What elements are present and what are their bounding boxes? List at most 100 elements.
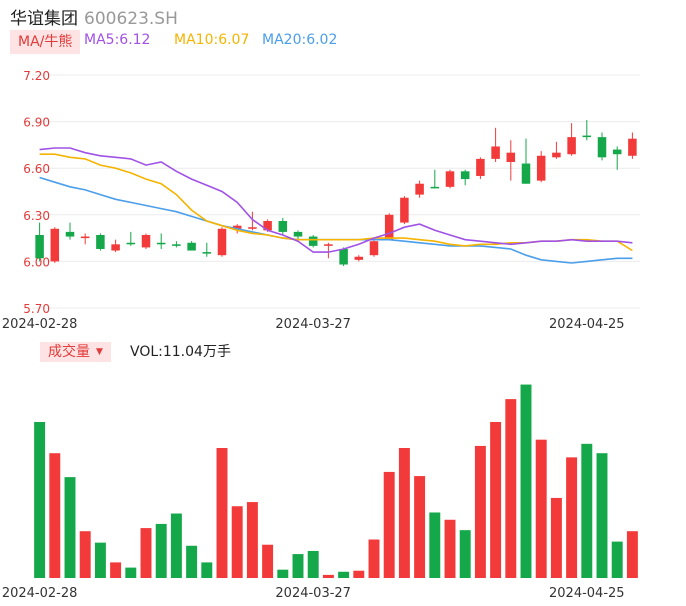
volume-bar xyxy=(566,457,578,578)
stock-code: 600623.SH xyxy=(84,9,178,29)
volume-bar xyxy=(201,562,213,578)
stock-title: 华谊集团 600623.SH xyxy=(10,4,178,29)
volume-bar xyxy=(277,569,289,578)
volume-date-label: 2024-02-28 xyxy=(2,586,78,601)
volume-bar xyxy=(170,513,182,578)
candle-body xyxy=(521,163,531,184)
volume-bar xyxy=(186,545,198,578)
volume-bar xyxy=(353,570,365,578)
candle-body xyxy=(308,236,318,246)
candle-body xyxy=(172,244,181,246)
caret-down-icon: ▼ xyxy=(96,347,103,357)
volume-bar xyxy=(490,422,502,578)
volume-bar xyxy=(307,550,319,578)
price-tick-label: 7.20 xyxy=(23,69,50,83)
volume-bar xyxy=(626,531,638,578)
stock-name: 华谊集团 xyxy=(10,9,78,29)
price-date-label: 2024-03-27 xyxy=(275,317,351,332)
volume-bar xyxy=(444,519,456,578)
volume-bar xyxy=(292,554,304,578)
ma5-line xyxy=(39,147,633,253)
volume-bar xyxy=(535,439,547,578)
price-tick-label: 6.30 xyxy=(23,209,50,223)
volume-bar xyxy=(79,531,91,578)
price-tick-label: 6.60 xyxy=(23,162,50,176)
volume-indicator-button[interactable]: 成交量 ▼ xyxy=(40,342,111,362)
candle-body xyxy=(354,256,364,260)
volume-bar xyxy=(596,453,608,578)
volume-bar xyxy=(581,443,593,578)
volume-bar xyxy=(414,476,426,578)
candle-body xyxy=(582,135,592,138)
candle-body xyxy=(567,137,576,155)
candle-body xyxy=(445,171,455,187)
candle-body xyxy=(278,221,288,232)
candle-body xyxy=(460,171,470,180)
volume-bar xyxy=(322,574,334,578)
volume-button-label: 成交量 xyxy=(48,344,90,360)
volume-bar xyxy=(110,562,122,578)
price-tick-label: 5.70 xyxy=(23,302,50,316)
volume-bar xyxy=(140,528,152,578)
volume-date-label: 2024-03-27 xyxy=(275,586,351,601)
candle-body xyxy=(491,146,500,159)
candle-body xyxy=(369,241,379,256)
volume-bar xyxy=(459,530,471,578)
candle-body xyxy=(232,225,242,229)
candle-body xyxy=(293,231,303,237)
volume-bar xyxy=(262,544,274,578)
candle-body xyxy=(400,197,409,223)
volume-bar xyxy=(246,502,258,578)
volume-bar xyxy=(216,448,228,578)
candle-body xyxy=(187,242,196,251)
candle-body xyxy=(111,244,120,251)
candle-body xyxy=(156,242,166,245)
volume-bar xyxy=(368,539,380,578)
candle-body xyxy=(552,152,561,158)
candle-body xyxy=(65,231,75,237)
candle-body xyxy=(141,234,151,248)
volume-bar xyxy=(474,445,486,578)
volume-bar xyxy=(520,384,532,578)
candle-body xyxy=(202,252,212,254)
volume-bar xyxy=(34,422,46,578)
volume-bar xyxy=(64,477,76,578)
candle-body xyxy=(50,228,60,262)
ma5-legend: MA5:6.12 xyxy=(84,32,151,48)
candle-body xyxy=(126,242,136,245)
candle-body xyxy=(415,183,424,195)
candle-body xyxy=(217,228,227,256)
candle-body xyxy=(80,236,90,239)
ma-toggle-button[interactable]: MA/牛熊 xyxy=(10,30,81,54)
candle-body xyxy=(612,149,622,155)
volume-readout: VOL:11.04万手 xyxy=(130,344,231,360)
volume-bar xyxy=(125,567,137,578)
candle-body xyxy=(339,248,348,265)
volume-bar xyxy=(49,453,61,578)
candle-body xyxy=(628,138,637,156)
candle-body xyxy=(597,137,607,158)
price-tick-label: 6.90 xyxy=(23,116,50,130)
candle-body xyxy=(506,152,516,162)
volume-bar xyxy=(231,506,243,578)
candle-body xyxy=(263,221,272,231)
volume-bar xyxy=(94,542,106,578)
volume-bar xyxy=(383,471,395,578)
volume-bar xyxy=(338,571,350,578)
candle-body xyxy=(384,214,394,240)
ma10-legend: MA10:6.07 xyxy=(174,32,250,48)
candle-body xyxy=(248,227,257,229)
volume-bar xyxy=(398,448,410,578)
volume-bar xyxy=(505,399,517,578)
price-tick-label: 6.00 xyxy=(23,255,50,269)
candle-body xyxy=(324,244,333,246)
volume-bar xyxy=(611,541,623,578)
candle-body xyxy=(476,158,485,176)
price-date-label: 2024-02-28 xyxy=(2,317,78,332)
ma20-legend: MA20:6.02 xyxy=(262,32,338,48)
volume-bar xyxy=(429,512,441,578)
volume-bar xyxy=(155,523,167,578)
price-date-label: 2024-04-25 xyxy=(549,317,625,332)
candle-body xyxy=(536,155,546,181)
